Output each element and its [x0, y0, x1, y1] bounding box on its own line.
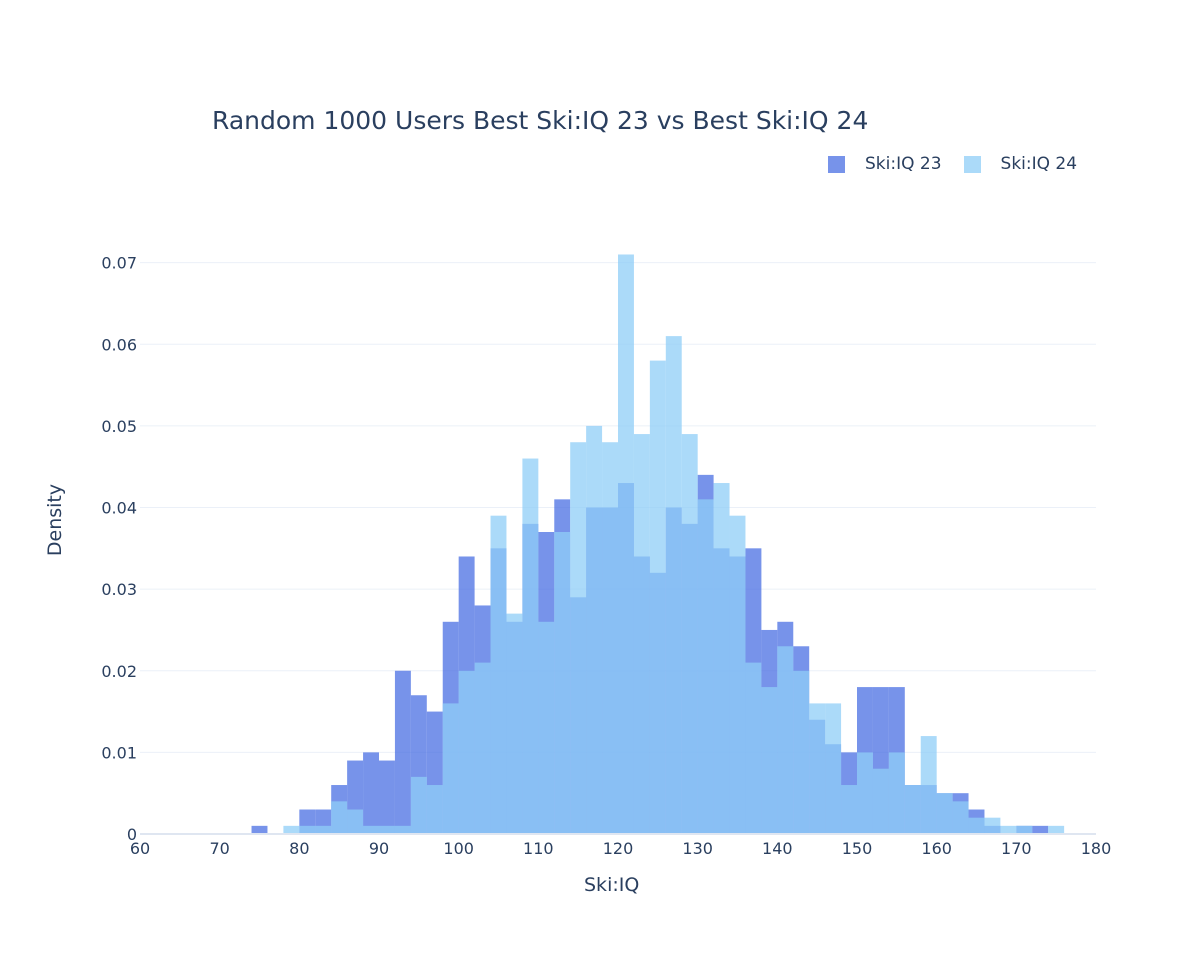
bar-ski-iq-23[interactable] — [1032, 825, 1049, 834]
bar-ski-iq-24[interactable] — [825, 703, 842, 834]
bar-ski-iq-23[interactable] — [251, 825, 268, 834]
bar-ski-iq-24[interactable] — [1000, 825, 1017, 834]
y-tick-label: 0 — [127, 825, 137, 844]
legend: Ski:IQ 23 Ski:IQ 24 — [828, 154, 1077, 174]
bar-ski-iq-24[interactable] — [315, 825, 332, 834]
bar-ski-iq-24[interactable] — [888, 752, 905, 834]
legend-item-ski-iq-23[interactable]: Ski:IQ 23 — [828, 154, 942, 174]
x-tick-label: 140 — [762, 839, 793, 858]
axes: 0 0.01 0.02 0.03 0.04 0.05 0.06 0.07 60 70 80 90 100… — [101, 254, 1111, 858]
bar-ski-iq-24[interactable] — [394, 825, 411, 834]
x-tick-label: 90 — [369, 839, 389, 858]
bar-ski-iq-24[interactable] — [697, 499, 714, 834]
x-tick-label: 150 — [842, 839, 873, 858]
bar-ski-iq-24[interactable] — [331, 801, 348, 834]
y-tick-label: 0.07 — [101, 254, 137, 273]
bar-ski-iq-24[interactable] — [538, 621, 555, 834]
bar-ski-iq-24[interactable] — [745, 662, 762, 834]
bar-ski-iq-24[interactable] — [506, 613, 523, 834]
bar-ski-iq-24[interactable] — [554, 532, 571, 834]
bar-ski-iq-24[interactable] — [681, 434, 698, 834]
y-tick-label: 0.02 — [101, 662, 137, 681]
bar-ski-iq-24[interactable] — [952, 801, 969, 834]
x-tick-label: 100 — [443, 839, 474, 858]
bar-ski-iq-24[interactable] — [379, 825, 395, 834]
bar-ski-iq-24[interactable] — [841, 785, 857, 834]
bar-ski-iq-24[interactable] — [490, 515, 507, 834]
bar-ski-iq-24[interactable] — [586, 425, 603, 834]
bar-ski-iq-24[interactable] — [984, 817, 1001, 834]
legend-label-ski-iq-23: Ski:IQ 23 — [865, 154, 942, 174]
bar-ski-iq-24[interactable] — [809, 703, 826, 834]
bar-ski-iq-24[interactable] — [602, 442, 618, 834]
bars — [251, 254, 1065, 835]
bar-ski-iq-24[interactable] — [936, 793, 953, 834]
bar-ski-iq-24[interactable] — [363, 825, 379, 834]
bar-ski-iq-23[interactable] — [394, 670, 411, 834]
bar-ski-iq-24[interactable] — [904, 785, 921, 834]
bar-ski-iq-23[interactable] — [363, 752, 379, 834]
bar-ski-iq-24[interactable] — [283, 825, 300, 834]
y-tick-label: 0.06 — [101, 335, 137, 354]
x-tick-label: 110 — [523, 839, 554, 858]
y-tick-label: 0.01 — [101, 743, 137, 762]
bar-ski-iq-24[interactable] — [474, 662, 491, 834]
bar-ski-iq-24[interactable] — [426, 785, 443, 834]
bar-ski-iq-24[interactable] — [442, 703, 459, 834]
bar-ski-iq-24[interactable] — [410, 776, 427, 834]
bar-ski-iq-24[interactable] — [618, 254, 634, 835]
legend-item-ski-iq-24[interactable]: Ski:IQ 24 — [963, 154, 1078, 174]
y-axis-title: Density — [44, 483, 66, 557]
bar-ski-iq-24[interactable] — [729, 515, 746, 834]
bar-ski-iq-24[interactable] — [458, 670, 475, 834]
y-tick-label: 0.03 — [101, 580, 137, 599]
legend-swatch-ski-iq-23 — [828, 155, 845, 173]
bar-ski-iq-24[interactable] — [1048, 825, 1065, 834]
bar-ski-iq-24[interactable] — [522, 458, 539, 834]
chart-title: Random 1000 Users Best Ski:IQ 23 vs Best… — [212, 106, 869, 135]
y-tick-label: 0.04 — [101, 499, 137, 518]
x-tick-label: 120 — [603, 839, 634, 858]
legend-swatch-ski-iq-24 — [963, 155, 981, 173]
bar-ski-iq-24[interactable] — [872, 768, 889, 834]
x-tick-label: 130 — [682, 839, 713, 858]
x-tick-label: 60 — [130, 839, 150, 858]
bar-ski-iq-24[interactable] — [570, 442, 587, 834]
bar-ski-iq-24[interactable] — [347, 809, 364, 834]
x-tick-label: 160 — [921, 839, 952, 858]
legend-label-ski-iq-24: Ski:IQ 24 — [1000, 154, 1078, 174]
bar-ski-iq-24[interactable] — [857, 752, 873, 834]
bar-ski-iq-24[interactable] — [299, 825, 316, 834]
x-tick-label: 180 — [1081, 839, 1112, 858]
bar-ski-iq-24[interactable] — [713, 483, 730, 834]
bar-ski-iq-24[interactable] — [649, 360, 666, 834]
y-tick-label: 0.05 — [101, 417, 137, 436]
x-tick-label: 80 — [289, 839, 309, 858]
bar-ski-iq-24[interactable] — [793, 670, 810, 834]
x-tick-label: 70 — [209, 839, 229, 858]
bar-ski-iq-24[interactable] — [920, 736, 937, 834]
bar-ski-iq-24[interactable] — [633, 434, 650, 834]
bar-ski-iq-24[interactable] — [1016, 825, 1033, 834]
bar-ski-iq-24[interactable] — [761, 687, 778, 834]
bar-ski-iq-23[interactable] — [379, 760, 395, 834]
bar-ski-iq-24[interactable] — [665, 336, 682, 834]
x-axis-title: Ski:IQ — [584, 874, 640, 896]
bar-ski-iq-24[interactable] — [777, 646, 794, 834]
x-tick-label: 170 — [1001, 839, 1032, 858]
bar-ski-iq-24[interactable] — [968, 817, 985, 834]
